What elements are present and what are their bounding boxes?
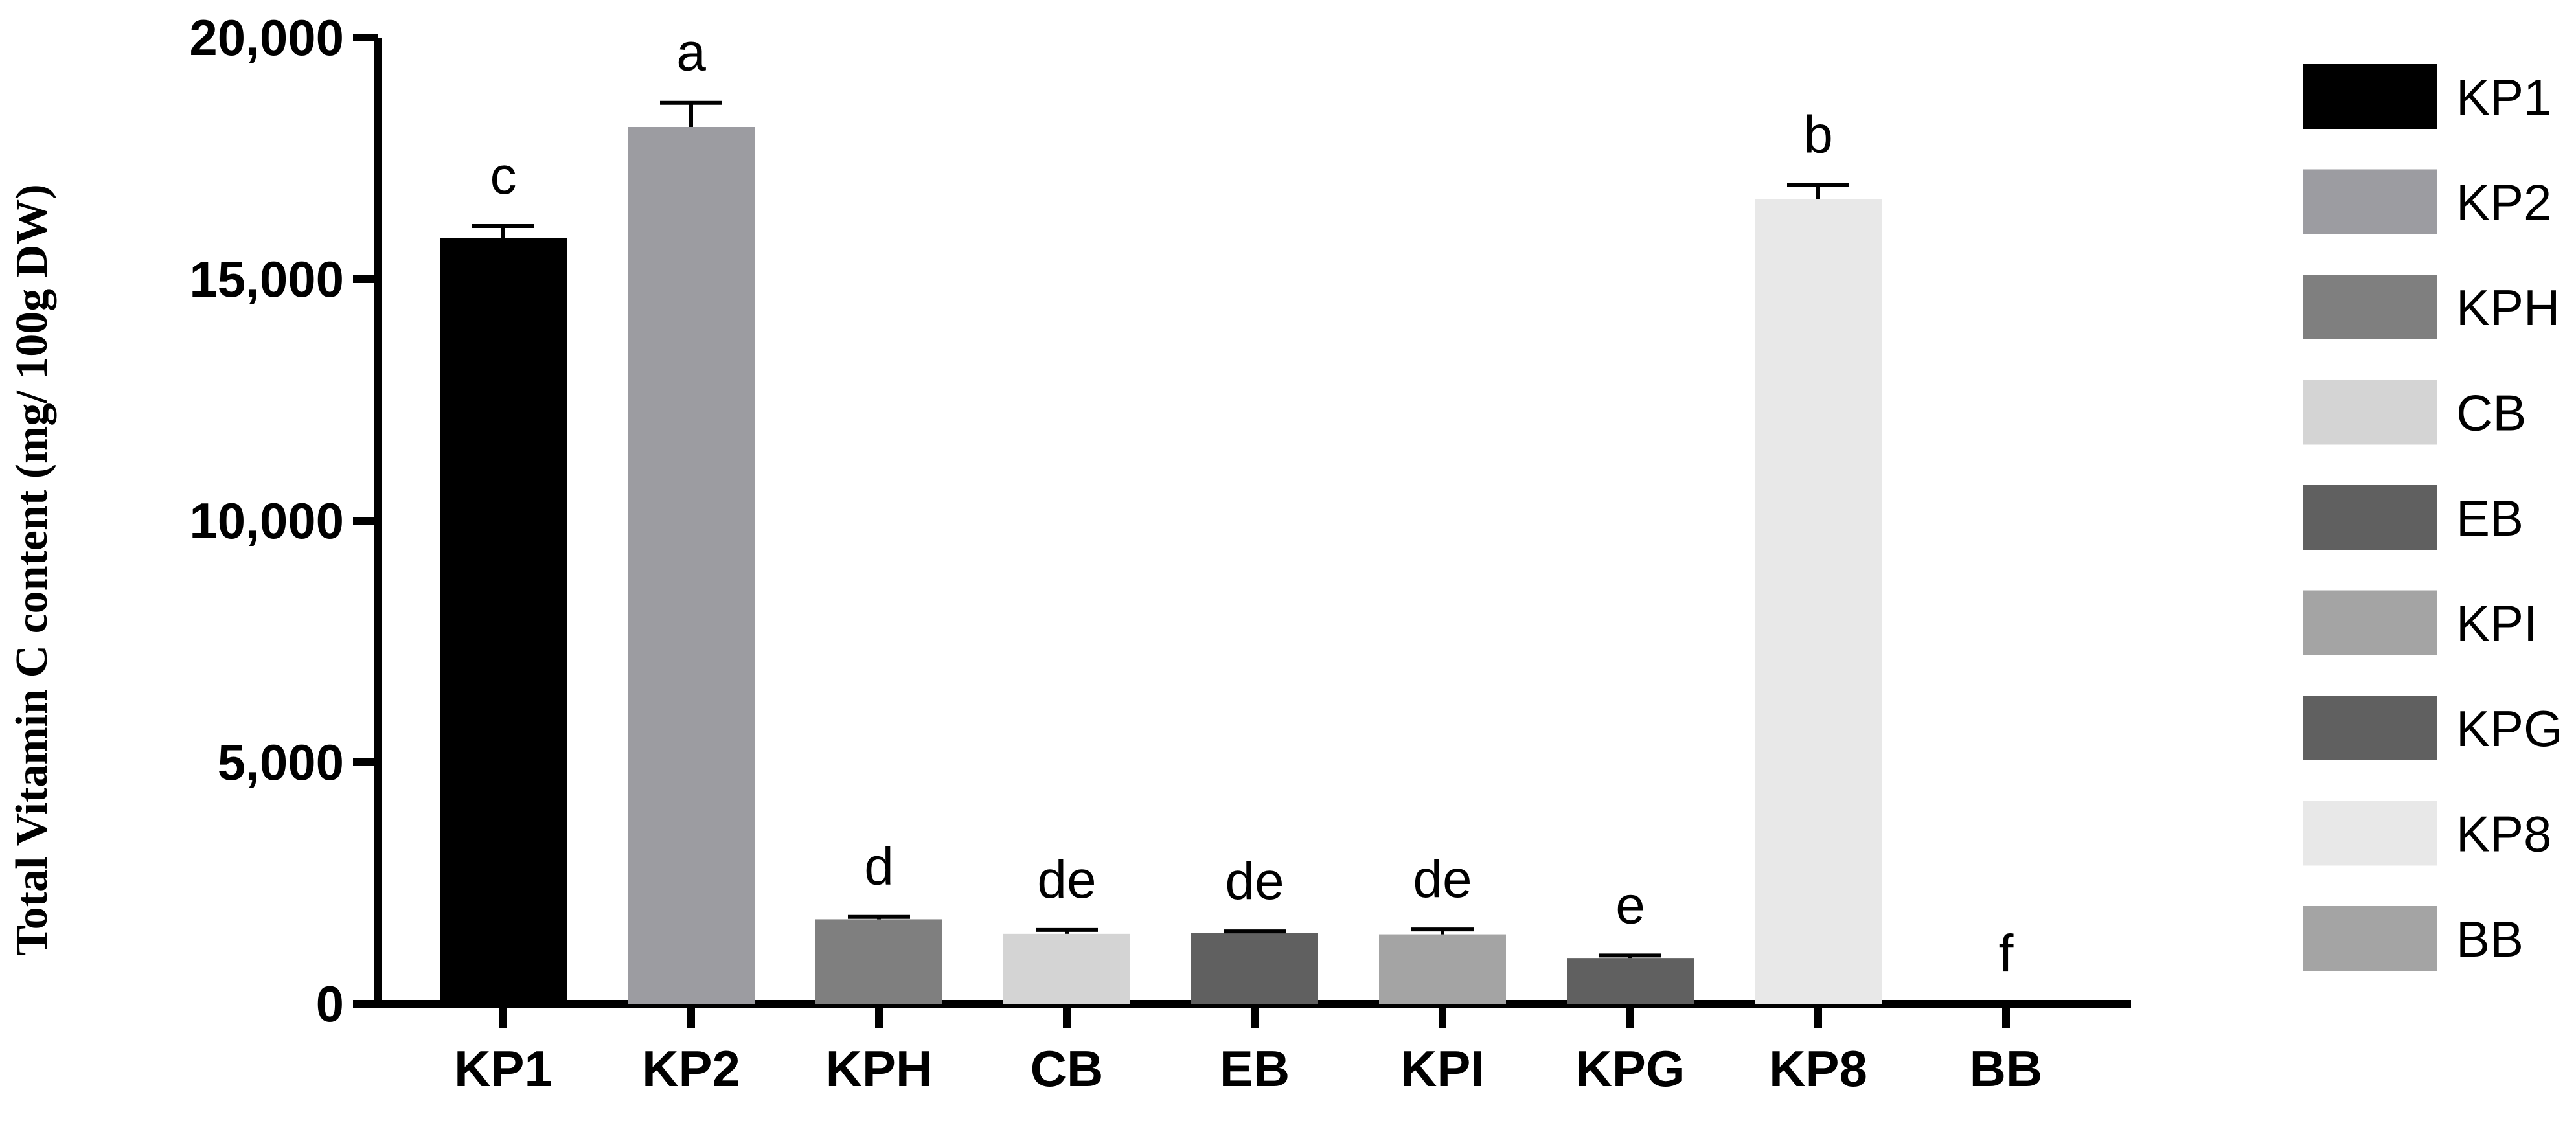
significance-label: b	[1803, 106, 1833, 165]
legend-swatch	[2303, 696, 2437, 760]
y-tick-label: 10,000	[189, 492, 344, 549]
x-tick-label: KP1	[454, 1040, 553, 1097]
x-tick-label: KP2	[642, 1040, 740, 1097]
y-tick-label: 5,000	[218, 734, 344, 791]
y-tick-label: 20,000	[189, 9, 344, 66]
x-tick-label: KPH	[826, 1040, 933, 1097]
legend-label: KP8	[2456, 806, 2551, 863]
significance-label: c	[490, 146, 517, 205]
x-tick-label: CB	[1031, 1040, 1104, 1097]
axes: 0 5,000 10,000 15,000 20,000 KP1 KP2 KPH CB EB KPI…	[189, 9, 2131, 1097]
significance-label: de	[1037, 850, 1096, 909]
legend-swatch	[2303, 380, 2437, 445]
legend-label: CB	[2456, 385, 2526, 442]
y-axis-label: Total Vitamin C content (mg/ 100g DW)	[7, 184, 57, 955]
significance-label: de	[1413, 850, 1472, 909]
legend-swatch	[2303, 275, 2437, 339]
legend-swatch	[2303, 801, 2437, 866]
legend-swatch	[2303, 485, 2437, 550]
significance-label: d	[864, 837, 894, 896]
legend-swatch	[2303, 64, 2437, 129]
legend-swatch	[2303, 169, 2437, 234]
bar-kpg	[1567, 958, 1694, 1004]
legend-label: BB	[2456, 911, 2524, 968]
legend-label: KPH	[2456, 279, 2560, 336]
legend-swatch	[2303, 590, 2437, 655]
bars: c a d de de de e b f	[440, 23, 2014, 1005]
significance-label: e	[1615, 876, 1645, 935]
y-tick-label: 0	[316, 975, 344, 1032]
significance-label: f	[1999, 924, 2014, 983]
significance-label: a	[676, 23, 706, 82]
legend-label: KPG	[2456, 700, 2563, 757]
x-tick-label: EB	[1220, 1040, 1290, 1097]
legend-label: KP1	[2456, 69, 2551, 126]
bar-eb	[1191, 933, 1318, 1004]
x-tick-label: BB	[1970, 1040, 2043, 1097]
bar-kpi	[1379, 934, 1506, 1004]
bar-kph	[815, 919, 942, 1004]
legend-label: EB	[2456, 490, 2524, 547]
y-axis-label-text: Total Vitamin C content (mg/ 100g DW)	[7, 184, 57, 955]
y-tick-label: 15,000	[189, 251, 344, 308]
significance-label: de	[1225, 852, 1284, 911]
legend-label: KPI	[2456, 595, 2538, 652]
bar-cb	[1003, 933, 1130, 1004]
x-tick-label: KPI	[1400, 1040, 1485, 1097]
bar-kp8	[1755, 199, 1882, 1004]
x-tick-label: KP8	[1769, 1040, 1867, 1097]
legend-swatch	[2303, 906, 2437, 971]
x-tick-label: KPG	[1575, 1040, 1685, 1097]
legend: KP1 KP2 KPH CB EB KPI KPG KP8 BB	[2303, 64, 2563, 971]
bar-kp2	[628, 127, 755, 1004]
legend-label: KP2	[2456, 174, 2551, 231]
bar-kp1	[440, 238, 567, 1005]
